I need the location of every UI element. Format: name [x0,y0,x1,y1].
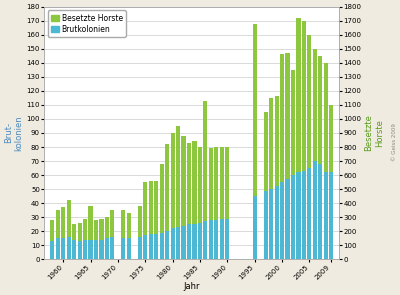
Bar [329,105,333,259]
Bar [160,164,164,259]
Bar [56,238,60,259]
Bar [170,133,175,259]
Bar [72,224,76,259]
Bar [176,227,180,259]
Bar [209,220,213,259]
Bar [94,220,98,259]
Bar [280,182,284,259]
Bar [127,238,131,259]
Bar [329,172,333,259]
Bar [187,143,191,259]
Bar [176,126,180,259]
Bar [66,237,71,259]
Bar [280,54,284,259]
Bar [100,240,104,259]
Bar [318,56,322,259]
X-axis label: Jahr: Jahr [184,282,200,291]
Bar [253,24,257,259]
Bar [286,179,290,259]
Bar [291,70,295,259]
Bar [225,219,229,259]
Bar [88,240,92,259]
Bar [220,219,224,259]
Bar [83,240,87,259]
Bar [121,210,126,259]
Bar [313,161,317,259]
Bar [291,175,295,259]
Bar [165,231,169,259]
Bar [198,223,202,259]
Bar [192,141,196,259]
Bar [225,147,229,259]
Bar [192,224,196,259]
Bar [302,171,306,259]
Bar [203,222,208,259]
Bar [66,200,71,259]
Bar [110,210,114,259]
Legend: Besetzte Horste, Brutkolonien: Besetzte Horste, Brutkolonien [48,11,126,37]
Bar [324,63,328,259]
Bar [324,172,328,259]
Bar [296,172,300,259]
Bar [307,35,312,259]
Bar [61,207,65,259]
Bar [160,233,164,259]
Bar [220,147,224,259]
Bar [307,168,312,259]
Bar [138,206,142,259]
Y-axis label: Brut-
kolonien: Brut- kolonien [4,115,24,151]
Bar [105,217,109,259]
Bar [100,219,104,259]
Bar [313,49,317,259]
Bar [165,144,169,259]
Bar [127,213,131,259]
Bar [269,98,273,259]
Bar [121,238,126,259]
Bar [154,234,158,259]
Bar [209,148,213,259]
Bar [274,186,279,259]
Bar [302,21,306,259]
Bar [264,112,268,259]
Bar [72,240,76,259]
Bar [143,182,147,259]
Bar [83,219,87,259]
Bar [318,164,322,259]
Bar [88,206,92,259]
Bar [110,237,114,259]
Bar [138,237,142,259]
Bar [50,241,54,259]
Y-axis label: Besetzte
Horste: Besetzte Horste [364,114,384,151]
Bar [78,241,82,259]
Text: © Geiss 2009: © Geiss 2009 [392,123,396,160]
Bar [198,147,202,259]
Bar [274,96,279,259]
Bar [187,224,191,259]
Bar [182,226,186,259]
Bar [264,191,268,259]
Bar [182,136,186,259]
Bar [143,235,147,259]
Bar [286,53,290,259]
Bar [214,147,218,259]
Bar [61,238,65,259]
Bar [94,240,98,259]
Bar [50,220,54,259]
Bar [149,234,153,259]
Bar [56,210,60,259]
Bar [78,223,82,259]
Bar [296,18,300,259]
Bar [154,181,158,259]
Bar [253,196,257,259]
Bar [203,101,208,259]
Bar [170,228,175,259]
Bar [214,220,218,259]
Bar [105,238,109,259]
Bar [269,189,273,259]
Bar [149,181,153,259]
